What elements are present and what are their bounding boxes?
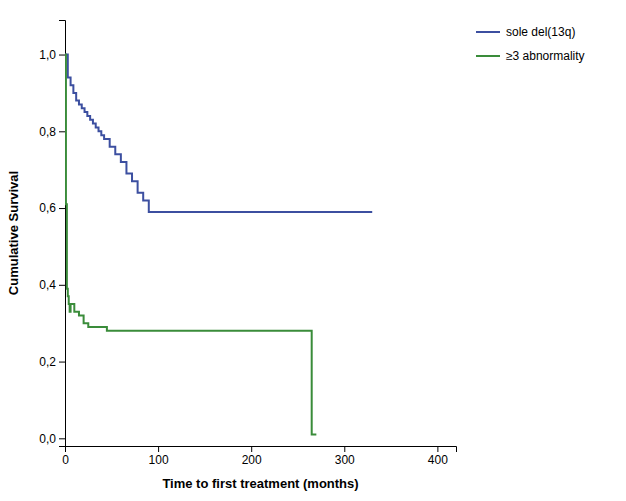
chart: 0 100 200 300 400 0,0 0,2 0,4 0,6 0,8 1,0 Time to f… bbox=[0, 0, 626, 501]
y-tick-label: 0,4 bbox=[39, 278, 56, 292]
y-tick-label: 0,8 bbox=[39, 125, 56, 139]
legend-item: sole del(13q) bbox=[476, 25, 575, 39]
legend: sole del(13q) ≥3 abnormality bbox=[476, 25, 585, 63]
y-tick-label: 0,0 bbox=[39, 432, 56, 446]
plot-area: 0 100 200 300 400 0,0 0,2 0,4 0,6 0,8 1,0 bbox=[39, 21, 456, 467]
x-tick-label: 300 bbox=[335, 453, 355, 467]
y-tick: 0,0 bbox=[39, 432, 65, 446]
y-tick: 0,4 bbox=[39, 278, 65, 292]
y-tick-mark bbox=[59, 208, 65, 209]
y-tick-label: 0,6 bbox=[39, 201, 56, 215]
x-tick-mark bbox=[158, 446, 159, 452]
y-axis: 0,0 0,2 0,4 0,6 0,8 1,0 bbox=[39, 21, 65, 447]
x-axis: 0 100 200 300 400 bbox=[62, 446, 456, 467]
x-tick: 100 bbox=[149, 446, 169, 467]
x-tick: 300 bbox=[335, 446, 355, 467]
x-axis-line bbox=[66, 447, 457, 453]
x-axis-title: Time to first treatment (months) bbox=[162, 476, 358, 491]
legend-label: sole del(13q) bbox=[506, 25, 575, 39]
y-axis-line bbox=[59, 21, 66, 447]
legend-swatch bbox=[476, 31, 500, 33]
x-tick-label: 100 bbox=[149, 453, 169, 467]
y-tick: 0,6 bbox=[39, 201, 65, 215]
x-tick-label: 0 bbox=[62, 453, 69, 467]
series-group bbox=[65, 55, 372, 435]
x-tick: 0 bbox=[62, 446, 69, 467]
y-tick-mark bbox=[59, 285, 65, 286]
y-tick: 0,2 bbox=[39, 355, 65, 369]
x-tick-label: 200 bbox=[242, 453, 262, 467]
series-line bbox=[65, 55, 316, 435]
y-tick-label: 1,0 bbox=[39, 48, 56, 62]
legend-item: ≥3 abnormality bbox=[476, 49, 585, 63]
x-tick-mark bbox=[437, 446, 438, 452]
y-tick-mark bbox=[59, 362, 65, 363]
x-tick-mark bbox=[251, 446, 252, 452]
legend-swatch bbox=[476, 55, 500, 57]
y-tick-label: 0,2 bbox=[39, 355, 56, 369]
x-tick-mark bbox=[344, 446, 345, 452]
y-tick: 1,0 bbox=[39, 48, 65, 62]
y-axis-title: Cumulative Survival bbox=[6, 171, 21, 295]
legend-label: ≥3 abnormality bbox=[506, 49, 585, 63]
y-tick-mark bbox=[59, 131, 65, 132]
y-tick: 0,8 bbox=[39, 125, 65, 139]
x-tick-label: 400 bbox=[428, 453, 448, 467]
x-tick: 400 bbox=[428, 446, 448, 467]
x-tick: 200 bbox=[242, 446, 262, 467]
y-tick-mark bbox=[59, 55, 65, 56]
series-line bbox=[65, 55, 372, 212]
y-tick-mark bbox=[59, 438, 65, 439]
